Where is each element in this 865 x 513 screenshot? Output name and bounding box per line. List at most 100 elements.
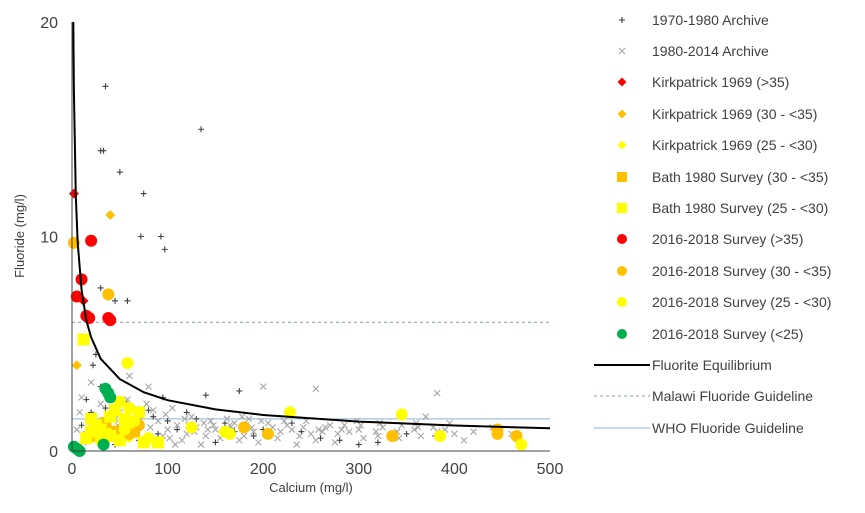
axes (71, 22, 550, 452)
legend-symbol (592, 355, 652, 375)
y-axis-title: Fluoride (mg/l) (12, 194, 27, 278)
1970-1980-archive-point (116, 169, 123, 176)
1980-2014-archive-point (360, 434, 367, 442)
1980-2014-archive-point (319, 428, 326, 436)
1980-2014-archive-point (417, 432, 425, 440)
2016-2018-survey-25-30-point (142, 432, 155, 445)
1970-1980-archive-point (112, 297, 119, 304)
1980-2014-archive-point (299, 424, 307, 431)
1980-2014-archive-point (374, 432, 382, 440)
1980-2014-archive-point (188, 413, 195, 421)
legend-label: WHO Fluoride Guideline (652, 419, 804, 436)
1980-2014-archive-point (149, 406, 157, 414)
1970-1980-archive-point (403, 430, 410, 437)
2016-2018-survey-35-point (104, 314, 117, 327)
1970-1980-archive-point (150, 413, 157, 420)
2016-2018-survey-25-30-point (515, 438, 528, 451)
y-tick-label: 10 (40, 230, 58, 247)
1980-2014-archive-point (164, 426, 171, 433)
1980-2014-archive-point (147, 424, 154, 431)
1970-1980-archive-point (124, 297, 131, 304)
legend-symbol (592, 198, 652, 218)
legend-item: 1980-2014 Archive (592, 35, 864, 66)
legend-label: 2016-2018 Survey (30 - <35) (652, 262, 832, 279)
fluorite-equilibrium-line (72, 21, 551, 430)
1970-1980-archive-point (100, 147, 107, 154)
legend-label: 2016-2018 Survey (<25) (652, 325, 804, 342)
1980-2014-archive-point (296, 432, 303, 440)
2016-2018-survey-35-point (85, 234, 98, 247)
1970-1980-archive-point (164, 417, 171, 424)
1980-2014-archive-point (410, 426, 418, 433)
legend-item: 2016-2018 Survey (>35) (592, 224, 864, 255)
2016-2018-survey-30-35-point (238, 421, 251, 434)
1980-2014-archive-point (331, 439, 339, 446)
1970-1980-archive-point (145, 407, 152, 414)
1970-1980-archive-point (355, 441, 362, 448)
x-tick-label: 500 (537, 461, 564, 478)
x-tick-label: 0 (68, 461, 77, 478)
legend-item: Kirkpatrick 1969 (30 - <35) (592, 98, 864, 129)
legend-label: Kirkpatrick 1969 (25 - <30) (652, 137, 818, 154)
legend-item: Malawi Fluoride Guideline (592, 381, 864, 412)
1980-2014-archive-point (341, 421, 348, 429)
legend-symbol (592, 386, 652, 406)
1970-1980-archive-point (212, 439, 219, 446)
1980-2014-archive-point (307, 430, 315, 438)
tick-labels: 0 100 200 300 400 500 0 10 20 (40, 15, 563, 478)
bath-1980-survey-25-30-point (113, 434, 126, 447)
legend-label: Kirkpatrick 1969 (>35) (652, 74, 790, 91)
x-tick-label: 100 (154, 461, 181, 478)
legend-item: Bath 1980 Survey (30 - <35) (592, 161, 864, 192)
1980-2014-archive-point (355, 426, 363, 433)
legend-label: 2016-2018 Survey (>35) (652, 231, 804, 248)
legend-item: Kirkpatrick 1969 (>35) (592, 67, 864, 98)
1980-2014-archive-point (470, 428, 477, 436)
1980-2014-archive-point (143, 400, 150, 408)
legend-label: Kirkpatrick 1969 (30 - <35) (652, 105, 818, 122)
2016-2018-survey-25-30-point (123, 402, 136, 415)
1980-2014-archive-point (293, 441, 301, 448)
1970-1980-archive-series (78, 83, 439, 448)
1980-2014-archive-point (125, 372, 133, 380)
2016-2018-survey-30-35-point (102, 288, 115, 301)
1980-2014-archive-point (166, 434, 173, 442)
2016-2018-survey-25-series (67, 382, 117, 457)
1980-2014-archive-point (283, 421, 291, 429)
2016-2018-survey-25-30-point (128, 414, 141, 427)
2016-2018-survey-30-35-point (386, 429, 399, 442)
1980-2014-archive-point (345, 428, 353, 436)
legend-item: 2016-2018 Survey (30 - <35) (592, 255, 864, 286)
x-axis-title: Calcium (mg/l) (269, 480, 353, 495)
1980-2014-archive-point (414, 424, 422, 431)
1980-2014-archive-point (338, 426, 345, 433)
1980-2014-archive-point (223, 415, 231, 423)
legend-symbol (592, 229, 652, 249)
1980-2014-archive-point (212, 426, 219, 433)
1970-1980-archive-point (183, 409, 190, 416)
1980-2014-archive-point (264, 419, 272, 427)
bath-1980-survey-25-30-point (80, 432, 93, 445)
bath-1980-survey-25-30-point (104, 410, 117, 423)
legend-item: 1970-1980 Archive (592, 4, 864, 35)
legend-symbol (592, 292, 652, 312)
1980-2014-archive-point (210, 421, 217, 429)
1970-1980-archive-point (97, 284, 104, 291)
1980-2014-archive-point (154, 417, 162, 425)
1980-2014-archive-point (277, 428, 284, 436)
1980-2014-archive-point (321, 424, 329, 431)
x-tick-label: 200 (250, 461, 277, 478)
legend-item: Kirkpatrick 1969 (25 - <30) (592, 130, 864, 161)
1980-2014-archive-point (168, 404, 176, 412)
2016-2018-survey-25-30-point (223, 427, 236, 440)
kirkpatrick-1969-30-35-point (105, 210, 116, 221)
plot-marks (67, 21, 551, 457)
2016-2018-survey-30-35-point (491, 427, 504, 440)
legend-item: 2016-2018 Survey (<25) (592, 318, 864, 349)
1970-1980-archive-point (102, 405, 109, 412)
2016-2018-survey-25-30-point (113, 395, 126, 408)
2016-2018-survey-25-30-point (118, 423, 131, 436)
1980-2014-archive-point (178, 436, 186, 444)
2016-2018-survey-25-30-point (121, 357, 134, 370)
1970-1980-archive-point (236, 387, 243, 394)
